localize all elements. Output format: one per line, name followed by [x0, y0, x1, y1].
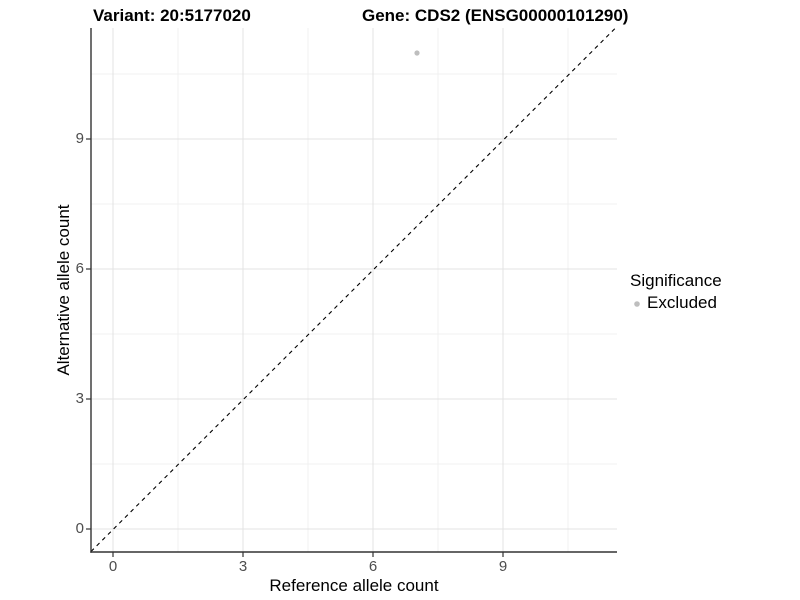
plot-title-variant: Variant: 20:5177020 [93, 6, 251, 25]
legend-item-excluded: Excluded [630, 293, 722, 313]
plot-panel [91, 28, 617, 552]
identity-reference-line [90, 26, 618, 552]
plot-title-gene: Gene: CDS2 (ENSG00000101290) [362, 6, 629, 25]
grid-major-lines [91, 28, 617, 552]
legend-title: Significance [630, 271, 722, 290]
x-tick-label-3: 3 [238, 558, 248, 575]
data-point-excluded [414, 50, 420, 56]
grid-minor-lines [91, 28, 617, 552]
excluded-dot-icon [634, 301, 640, 307]
y-tick-label-9: 9 [75, 130, 84, 147]
y-tick-label-3: 3 [75, 390, 84, 407]
y-tick-label-0: 0 [75, 520, 84, 537]
legend-key-excluded [630, 296, 644, 310]
x-tick-label-6: 6 [368, 558, 378, 575]
axis-tick-marks [86, 138, 504, 557]
x-axis-title: Reference allele count [269, 576, 439, 595]
x-tick-label-9: 9 [498, 558, 508, 575]
legend: Significance Excluded [630, 271, 722, 313]
legend-label-excluded: Excluded [647, 293, 717, 312]
x-tick-label-0: 0 [108, 558, 118, 575]
y-tick-label-6: 6 [75, 260, 84, 277]
y-axis-title: Alternative allele count [54, 204, 73, 376]
